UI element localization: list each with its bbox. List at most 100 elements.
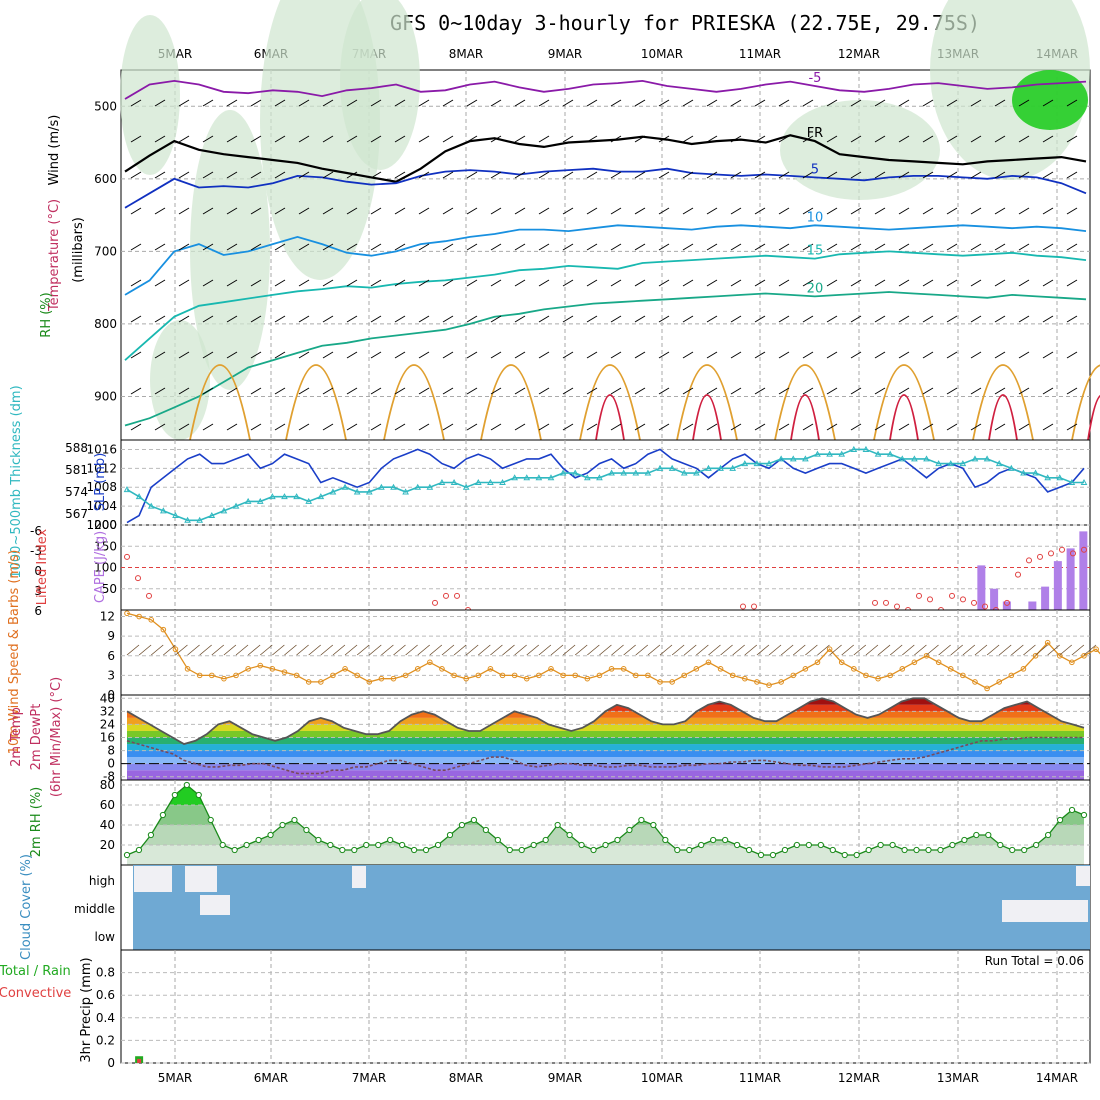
wind-speed-point: [887, 672, 893, 679]
rh-point: [829, 846, 836, 854]
wind-barb: [1018, 243, 1030, 251]
wind-barb-10m: [1083, 644, 1097, 656]
wind-barb-10m: [1071, 644, 1085, 656]
wind-barb: [514, 315, 526, 323]
cloud-tick-label: low: [95, 930, 116, 944]
wind-barb: [322, 423, 334, 431]
wind-barb: [850, 243, 862, 251]
thickness-marker: [499, 478, 506, 485]
precip-tick-label: 0: [107, 1056, 115, 1070]
wind-barb-10m: [829, 644, 842, 656]
wind-barb: [778, 135, 790, 143]
thickness-marker: [632, 469, 640, 476]
thickness-marker: [559, 469, 567, 476]
wind-barb: [826, 99, 838, 107]
rh-point: [973, 831, 980, 839]
wind-barb-10m: [356, 644, 370, 656]
thickness-marker: [172, 512, 179, 519]
cloud-high: [134, 866, 172, 892]
wind-speed-point: [269, 666, 276, 672]
wind-barb-10m: [272, 644, 285, 656]
rh-point: [985, 831, 992, 839]
wind-barb: [994, 207, 1006, 215]
rh-shade: [120, 15, 180, 175]
wind-barb: [202, 351, 214, 359]
wind-speed-point: [608, 666, 615, 672]
wind-barb: [562, 423, 574, 431]
wind-barb: [346, 207, 358, 215]
wind-speed-point: [560, 672, 566, 679]
thickness-marker: [208, 512, 216, 519]
wind-barb: [322, 243, 334, 251]
wind-speed-point: [1081, 652, 1087, 659]
wind-barb: [490, 423, 502, 431]
cape-bar: [1053, 561, 1062, 610]
wind-barb: [850, 315, 862, 323]
wind-barb: [346, 279, 358, 287]
temp-band: [127, 750, 1084, 758]
wind-speed-point: [778, 679, 784, 685]
thickness-marker: [826, 450, 833, 457]
wind-barb: [130, 243, 142, 251]
wind-barb-10m: [259, 644, 273, 656]
thickness-marker: [886, 450, 894, 457]
wind-speed-point: [705, 659, 712, 666]
wind-barb: [370, 135, 382, 143]
rh-tick-label: 20: [100, 838, 115, 852]
rh-point: [638, 816, 645, 824]
temperature-contour-hot: [988, 394, 1018, 441]
wind-barb-10m: [623, 644, 636, 656]
li-point: [1026, 557, 1032, 564]
wind-barb-10m: [429, 644, 443, 656]
ylabel-rh2m: 2m RH (%): [29, 787, 44, 858]
thickness-marker: [729, 464, 737, 471]
wind-barb: [466, 351, 478, 359]
rh-point: [925, 846, 932, 854]
wind-barb: [634, 171, 646, 179]
thickness-marker: [705, 464, 712, 471]
wind-barb: [394, 423, 406, 431]
wind-barb-10m: [381, 644, 394, 656]
top-time-label: 8MAR: [449, 47, 484, 61]
wind-barb: [658, 351, 670, 359]
wind-speed-point: [124, 610, 130, 617]
li-point: [949, 592, 955, 599]
wind-barb: [754, 315, 766, 323]
wind-barb: [922, 171, 934, 179]
wind-barb: [538, 99, 550, 107]
wind-barb: [322, 351, 334, 359]
rh-point: [279, 821, 286, 829]
wind-barb-10m: [187, 644, 200, 656]
wind-barb: [586, 351, 598, 359]
wind-barb: [730, 387, 742, 395]
thickness-marker: [390, 483, 397, 490]
li-point: [1015, 571, 1021, 578]
thickness-marker: [123, 486, 131, 493]
temp-band: [127, 737, 1084, 745]
rh-point: [650, 821, 657, 829]
wind-barb: [994, 351, 1006, 359]
wind-speed-point: [221, 675, 227, 682]
wind-barb: [226, 315, 238, 323]
wind-barb: [562, 243, 574, 251]
wind-speed-point: [390, 675, 397, 682]
panel-frame: [120, 949, 1091, 1064]
temperature-contour: [124, 134, 1087, 183]
slp-tick-label: 1004: [86, 499, 117, 513]
wind-speed-point: [1020, 666, 1027, 672]
panel-cape_li: [120, 524, 1091, 613]
wind-barb: [706, 423, 718, 431]
wind-barb: [586, 423, 598, 431]
wind-barb: [154, 99, 166, 107]
wind-barb: [706, 99, 718, 107]
rh-point: [542, 836, 549, 844]
wind-barb: [706, 315, 718, 323]
wind-barb-10m: [865, 644, 879, 656]
wind-barb: [562, 135, 574, 143]
bottom-time-label: 6MAR: [254, 1071, 289, 1085]
rh-point: [422, 846, 430, 854]
wind-speed-point: [790, 672, 797, 679]
wind-barb-10m: [465, 644, 479, 656]
wind-barb: [418, 279, 430, 287]
rh-point: [710, 836, 717, 844]
